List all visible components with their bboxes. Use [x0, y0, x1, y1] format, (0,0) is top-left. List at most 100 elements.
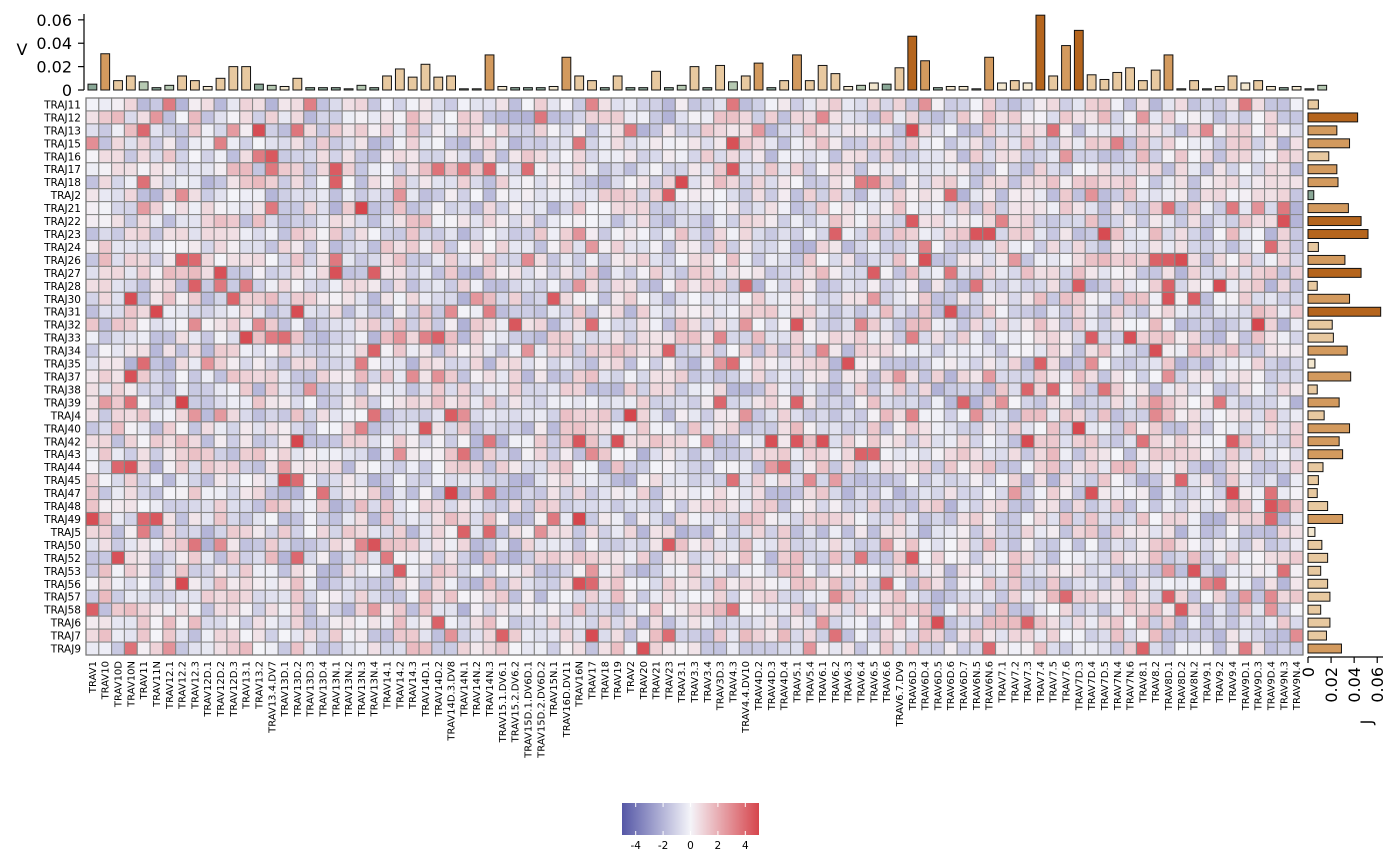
heatmap-cell	[1059, 563, 1073, 578]
column-label: TRAV4.4.DV10	[741, 661, 752, 734]
heatmap-cell	[1071, 110, 1086, 125]
heatmap-cell	[469, 421, 484, 436]
heatmap-cell	[328, 291, 343, 306]
heatmap-cell	[674, 175, 689, 190]
heatmap-cell	[1212, 226, 1227, 242]
heatmap-cell	[1135, 434, 1150, 449]
heatmap-cell	[674, 434, 689, 449]
heatmap-cell	[1212, 395, 1227, 410]
heatmap-cell	[905, 615, 920, 630]
heatmap-cell	[251, 615, 266, 630]
heatmap-cell	[328, 369, 343, 384]
j-usage-bar	[1307, 501, 1329, 512]
heatmap-cell	[802, 97, 817, 112]
heatmap-cell	[136, 628, 151, 643]
heatmap-cell	[303, 460, 318, 475]
v-usage-bar	[1227, 75, 1238, 91]
heatmap-cell	[508, 447, 523, 462]
heatmap-cell	[918, 524, 933, 539]
heatmap-cell	[239, 460, 254, 475]
v-usage-bar	[318, 87, 328, 91]
heatmap-cell	[226, 149, 241, 164]
heatmap-cell	[943, 421, 958, 436]
heatmap-cell	[994, 330, 1009, 345]
heatmap-cell	[1225, 382, 1240, 397]
column-label: TRAV19	[613, 661, 624, 700]
heatmap-cell	[469, 447, 484, 462]
heatmap-cell	[213, 136, 228, 151]
heatmap-cell	[533, 175, 548, 190]
heatmap-cell	[546, 628, 561, 643]
heatmap-cell	[508, 136, 523, 151]
heatmap-cell	[1059, 252, 1073, 267]
heatmap-cell	[1251, 252, 1266, 267]
heatmap-cell	[1161, 136, 1176, 151]
heatmap-cell	[802, 162, 817, 177]
v-usage-bar	[625, 87, 636, 91]
heatmap-cell	[764, 511, 779, 527]
heatmap-cell	[444, 188, 459, 203]
heatmap-cell	[239, 524, 254, 539]
heatmap-cell	[1187, 278, 1202, 293]
heatmap-cell	[674, 421, 689, 436]
heatmap-cell	[521, 149, 535, 164]
heatmap-cell	[610, 511, 625, 527]
heatmap-cell	[264, 511, 279, 527]
heatmap-cell	[700, 226, 715, 242]
heatmap-cell	[930, 304, 945, 319]
heatmap-cell	[610, 136, 625, 151]
heatmap-cell	[1046, 278, 1061, 293]
heatmap-cell	[1135, 291, 1150, 306]
heatmap-cell	[790, 486, 804, 501]
heatmap-cell	[316, 330, 330, 345]
heatmap-cell	[1046, 550, 1061, 565]
heatmap-cell	[495, 550, 510, 565]
legend-tick-label: -2	[658, 840, 668, 852]
heatmap-cell	[854, 97, 868, 112]
heatmap-cell	[982, 602, 997, 617]
heatmap-cell	[994, 602, 1009, 617]
heatmap-cell	[85, 473, 100, 488]
heatmap-cell	[98, 382, 113, 397]
heatmap-cell	[905, 149, 920, 164]
heatmap-cell	[431, 291, 446, 306]
heatmap-cell	[162, 291, 177, 306]
heatmap-cell	[123, 486, 138, 501]
heatmap-cell	[1251, 628, 1266, 643]
heatmap-cell	[1033, 343, 1048, 358]
heatmap-cell	[98, 615, 113, 630]
heatmap-cell	[456, 421, 471, 436]
heatmap-cell	[790, 136, 804, 151]
heatmap-cell	[328, 576, 343, 591]
heatmap-cell	[303, 576, 318, 591]
heatmap-cell	[597, 110, 612, 125]
heatmap-cell	[1084, 421, 1099, 436]
heatmap-cell	[1059, 356, 1073, 371]
heatmap-cell	[264, 175, 279, 190]
heatmap-cell	[1187, 252, 1202, 267]
heatmap-cell	[956, 317, 971, 332]
row-label: TRAJ31	[43, 307, 81, 319]
column-label: TRAV9.1	[1202, 661, 1213, 704]
heatmap-cell	[521, 395, 535, 410]
heatmap-cell	[392, 447, 407, 462]
heatmap-cell	[1174, 447, 1189, 462]
heatmap-cell	[790, 641, 804, 656]
heatmap-cell	[341, 460, 356, 475]
heatmap-cell	[687, 278, 702, 293]
heatmap-cell	[1238, 524, 1253, 539]
heatmap-cell	[456, 576, 471, 591]
heatmap-cell	[175, 291, 190, 306]
heatmap-cell	[187, 175, 202, 190]
heatmap-cell	[956, 615, 971, 630]
heatmap-cell	[854, 162, 868, 177]
heatmap-cell	[303, 343, 318, 358]
heatmap-cell	[200, 304, 215, 319]
heatmap-cell	[405, 550, 420, 565]
heatmap-cell	[521, 537, 535, 552]
heatmap-cell	[738, 550, 753, 565]
heatmap-cell	[738, 615, 753, 630]
heatmap-cell	[380, 408, 395, 423]
heatmap-cell	[200, 110, 215, 125]
heatmap-cell	[815, 369, 830, 384]
